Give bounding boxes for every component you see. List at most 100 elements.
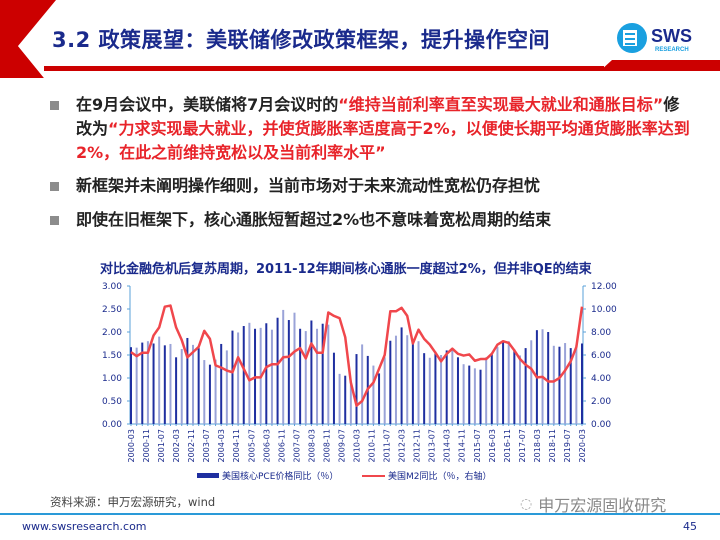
bar-core-pce	[203, 360, 206, 424]
bar-core-pce	[316, 328, 319, 424]
bar-core-pce	[547, 332, 550, 424]
y-right-tick-label: 8.00	[591, 328, 611, 338]
bullet-text: 修改为	[76, 95, 680, 138]
bar-core-pce	[237, 332, 240, 424]
x-tick-label: 2018-03	[533, 429, 542, 462]
bar-core-pce	[378, 373, 381, 424]
x-tick-label: 2014-11	[458, 429, 467, 462]
x-tick-label: 2004-11	[232, 429, 241, 462]
sws-logo: SWS RESEARCH	[615, 18, 705, 58]
bar-core-pce	[270, 329, 273, 424]
y-right-tick-label: 10.00	[591, 305, 617, 315]
bar-core-pce	[530, 340, 533, 424]
y-left-tick-label: 3.00	[102, 282, 122, 292]
bar-core-pce	[473, 368, 476, 424]
x-tick-label: 2002-11	[187, 429, 196, 462]
bar-core-pce	[411, 342, 414, 424]
bar-core-pce	[265, 323, 268, 424]
chart-title: 对比金融危机后复苏周期，2011-12年期间核心通胀一度超过2%，但并非QE的结…	[100, 262, 592, 277]
footer-website-link[interactable]: www.swsresearch.com	[22, 520, 147, 533]
bar-core-pce	[214, 359, 217, 424]
bar-core-pce	[355, 354, 358, 424]
bar-core-pce	[440, 355, 443, 424]
bar-core-pce	[552, 345, 555, 424]
bar-core-pce	[248, 322, 251, 424]
bullet-marker	[50, 216, 59, 225]
bar-core-pce	[304, 331, 307, 424]
legend-swatch-core-pce	[197, 473, 219, 478]
bullet-text-highlight: “维持当前利率直至实现最大就业和通胀目标”	[338, 95, 664, 114]
wechat-icon: ◌	[520, 496, 533, 512]
bar-core-pce	[372, 365, 375, 424]
bar-core-pce	[152, 343, 155, 424]
bar-core-pce	[321, 323, 324, 424]
bullet-text: 即使在旧框架下，核心通胀短暂超过2%也不意味着宽松周期的结束	[76, 210, 552, 229]
y-right-tick-label: 0.00	[591, 420, 611, 430]
bar-core-pce	[423, 353, 426, 424]
bar-core-pce	[327, 324, 330, 424]
x-tick-label: 2013-07	[428, 429, 437, 462]
bar-core-pce	[361, 344, 364, 424]
watermark-text: 申万宏源固收研究	[538, 496, 667, 515]
x-tick-label: 2016-11	[503, 429, 512, 462]
x-tick-label: 2017-07	[518, 429, 527, 462]
bar-core-pce	[558, 346, 561, 424]
x-tick-label: 2020-03	[578, 429, 587, 462]
bar-core-pce	[468, 365, 471, 424]
bar-core-pce	[141, 342, 144, 424]
bar-core-pce	[451, 348, 454, 424]
bar-core-pce	[146, 341, 149, 424]
bar-core-pce	[383, 357, 386, 424]
bar-core-pce	[332, 352, 335, 424]
bar-core-pce	[175, 357, 178, 424]
y-right-tick-label: 6.00	[591, 351, 611, 361]
bar-core-pce	[496, 346, 499, 424]
page-title: 3.2 政策展望：美联储修改政策框架，提升操作空间	[52, 28, 551, 52]
bar-core-pce	[242, 326, 245, 424]
bar-core-pce	[276, 317, 279, 424]
bar-core-pce	[507, 341, 510, 424]
source-note: 资料来源：申万宏源研究，wind	[50, 495, 216, 509]
y-left-tick-label: 1.00	[102, 374, 122, 384]
bar-core-pce	[299, 328, 302, 424]
bar-core-pce	[192, 344, 195, 424]
x-tick-label: 2014-03	[443, 429, 452, 462]
bullet-2: 新框架并未阐明操作细则，当前市场对于未来流动性宽松仍存担忧	[50, 174, 690, 198]
bar-core-pce	[220, 343, 223, 424]
bar-core-pce	[135, 347, 138, 424]
watermark: ◌ 申万宏源固收研究	[520, 492, 666, 516]
bar-core-pce	[456, 357, 459, 424]
x-tick-label: 2004-03	[217, 429, 226, 462]
bar-core-pce	[485, 357, 488, 424]
bar-core-pce	[564, 343, 567, 424]
bar-core-pce	[180, 349, 183, 424]
bar-core-pce	[197, 348, 200, 424]
y-left-tick-label: 0.00	[102, 420, 122, 430]
x-tick-label: 2016-03	[488, 429, 497, 462]
x-tick-label: 2012-11	[413, 429, 422, 462]
x-tick-label: 2009-07	[337, 429, 346, 462]
y-right-tick-label: 2.00	[591, 397, 611, 407]
x-tick-label: 2005-07	[247, 429, 256, 462]
bar-core-pce	[225, 350, 228, 424]
bar-core-pce	[569, 348, 572, 424]
bar-core-pce	[208, 364, 211, 424]
x-tick-label: 2007-07	[292, 429, 301, 462]
x-tick-label: 2011-07	[383, 429, 392, 462]
bar-core-pce	[502, 341, 505, 424]
bullet-marker	[50, 101, 59, 110]
y-left-tick-label: 2.50	[102, 305, 122, 315]
bar-core-pce	[349, 380, 352, 424]
svg-text:SWS: SWS	[651, 26, 692, 46]
bar-core-pce	[338, 373, 341, 424]
bullet-text: 在9月会议中，美联储将7月会议时的	[76, 95, 339, 114]
bar-core-pce	[293, 312, 296, 424]
chart: 0.00 0.50 1.00 1.50 2.00 2.50 3.00 0.00 2.00 4.00…	[102, 282, 617, 482]
bar-core-pce	[163, 345, 166, 424]
y-left-tick-label: 2.00	[102, 328, 122, 338]
bullet-3: 即使在旧框架下，核心通胀短暂超过2%也不意味着宽松周期的结束	[50, 208, 690, 232]
x-tick-label: 2015-07	[473, 429, 482, 462]
bar-core-pce	[462, 364, 465, 424]
bar-core-pce	[406, 335, 409, 424]
x-tick-label: 2010-03	[353, 429, 362, 462]
